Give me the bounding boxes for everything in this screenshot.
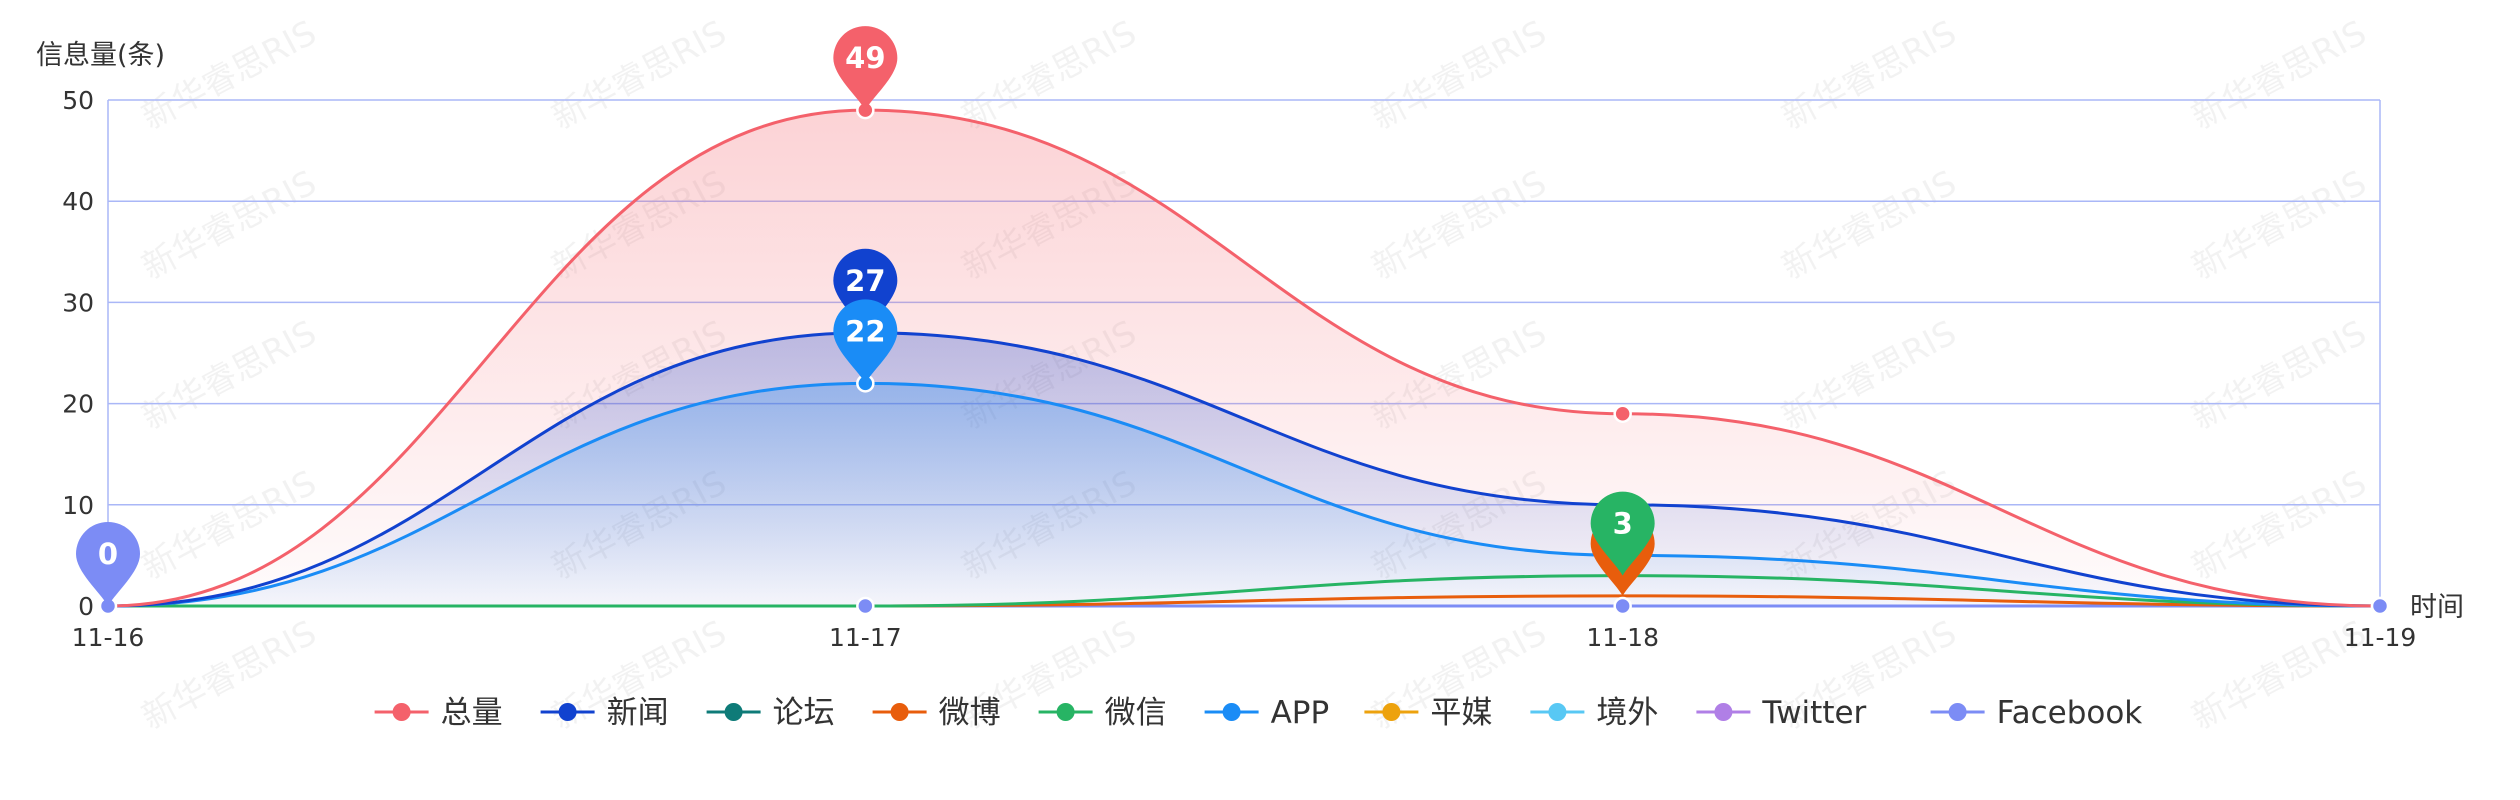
- pin-shape: [833, 299, 898, 384]
- legend-label: 论坛: [773, 695, 835, 731]
- legend-item-9[interactable]: Facebook: [1930, 695, 2143, 731]
- pin-shape: [76, 522, 140, 606]
- area-layer: [108, 110, 2380, 607]
- x-tick-label: 11-17: [829, 623, 902, 652]
- watermark-text: 新华睿思RIS: [135, 613, 323, 738]
- legend-item-6[interactable]: 平媒: [1364, 695, 1492, 731]
- watermark-text: 新华睿思RIS: [1775, 163, 1963, 288]
- legend-label: Twitter: [1761, 695, 1866, 731]
- x-tick-label: 11-18: [1586, 623, 1659, 652]
- data-point[interactable]: [1613, 596, 1632, 616]
- legend-dot-icon: [724, 703, 743, 721]
- legend-dot-icon: [558, 703, 577, 721]
- legend-dot-icon: [392, 703, 411, 721]
- legend-item-1[interactable]: 新闻: [540, 695, 669, 731]
- legend-label: 微博: [939, 695, 1001, 731]
- pin-label: 49: [845, 41, 885, 75]
- legend: 总量 新闻 论坛 微博 微信 APP 平媒 境外 Twitter Facebook: [374, 695, 2143, 731]
- y-tick-label: 20: [62, 390, 94, 419]
- legend-label: Facebook: [1997, 695, 2143, 731]
- legend-item-4[interactable]: 微信: [1038, 695, 1167, 731]
- max-pin-0: 49: [833, 26, 898, 111]
- watermark-text: 新华睿思RIS: [2185, 13, 2373, 138]
- pin-label: 27: [845, 264, 885, 298]
- legend-item-7[interactable]: 境外: [1530, 695, 1658, 731]
- legend-dot-icon: [1382, 703, 1401, 721]
- pin-label: 0: [98, 537, 118, 571]
- legend-item-2[interactable]: 论坛: [706, 695, 835, 731]
- legend-dot-icon: [890, 703, 909, 721]
- data-point[interactable]: [856, 596, 875, 616]
- series-line-0: [107, 108, 2381, 608]
- y-tick-label: 50: [62, 86, 94, 115]
- watermark-text: 新华睿思RIS: [2185, 163, 2373, 288]
- y-tick-label: 30: [62, 288, 94, 317]
- series-line-5: [107, 381, 2381, 608]
- legend-item-5[interactable]: APP: [1204, 695, 1330, 731]
- min-pin-9: 0: [76, 522, 140, 606]
- legend-label: 新闻: [607, 695, 669, 731]
- pin-shape: [1590, 491, 1655, 576]
- watermark-text: 新华睿思RIS: [1775, 313, 1963, 438]
- pin-shape: [833, 26, 898, 111]
- series-area-5: [108, 383, 2380, 606]
- legend-dot-icon: [1056, 703, 1075, 721]
- x-tick-label: 11-16: [72, 623, 145, 652]
- watermark-text: 新华睿思RIS: [135, 163, 323, 288]
- legend-item-0[interactable]: 总量: [374, 695, 503, 731]
- pin-label: 22: [845, 314, 885, 348]
- legend-label: APP: [1271, 695, 1330, 731]
- watermark-text: 新华睿思RIS: [135, 13, 323, 138]
- data-point[interactable]: [2370, 596, 2390, 616]
- y-tick-label: 40: [62, 187, 94, 216]
- series-line-1: [107, 331, 2381, 608]
- point-layer: [98, 100, 2390, 616]
- watermark-text: 新华睿思RIS: [1365, 13, 1553, 138]
- y-axis-title: 信息量(条): [36, 40, 165, 71]
- pin-label: 3: [1613, 507, 1633, 541]
- x-tick-label: 11-19: [2344, 623, 2417, 652]
- legend-item-8[interactable]: Twitter: [1696, 695, 1867, 731]
- watermark-text: 新华睿思RIS: [545, 13, 733, 138]
- legend-dot-icon: [1222, 703, 1241, 721]
- legend-label: 境外: [1596, 695, 1658, 731]
- y-tick-label: 0: [78, 592, 94, 621]
- watermark-text: 新华睿思RIS: [955, 13, 1143, 138]
- max-pin-5: 22: [833, 299, 898, 384]
- watermark-text: 新华睿思RIS: [2185, 313, 2373, 438]
- x-axis-title: 时间: [2410, 592, 2464, 623]
- legend-dot-icon: [1714, 703, 1733, 721]
- watermark-text: 新华睿思RIS: [135, 313, 323, 438]
- data-point[interactable]: [1613, 404, 1632, 423]
- series-line-4: [108, 574, 2381, 608]
- y-tick-label: 10: [62, 491, 94, 520]
- legend-label: 微信: [1105, 695, 1167, 731]
- line-layer: [107, 108, 2381, 608]
- legend-label: 总量: [441, 695, 503, 731]
- watermark-text: 新华睿思RIS: [2185, 463, 2373, 588]
- watermark-text: 新华睿思RIS: [1775, 13, 1963, 138]
- max-pin-4: 3: [1590, 491, 1655, 576]
- watermark-text: 新华睿思RIS: [1365, 163, 1553, 288]
- legend-dot-icon: [1948, 703, 1967, 721]
- pin-layer: 492713220: [76, 26, 1655, 606]
- legend-label: 平媒: [1430, 695, 1492, 731]
- legend-dot-icon: [1548, 703, 1567, 721]
- legend-item-3[interactable]: 微博: [872, 695, 1001, 731]
